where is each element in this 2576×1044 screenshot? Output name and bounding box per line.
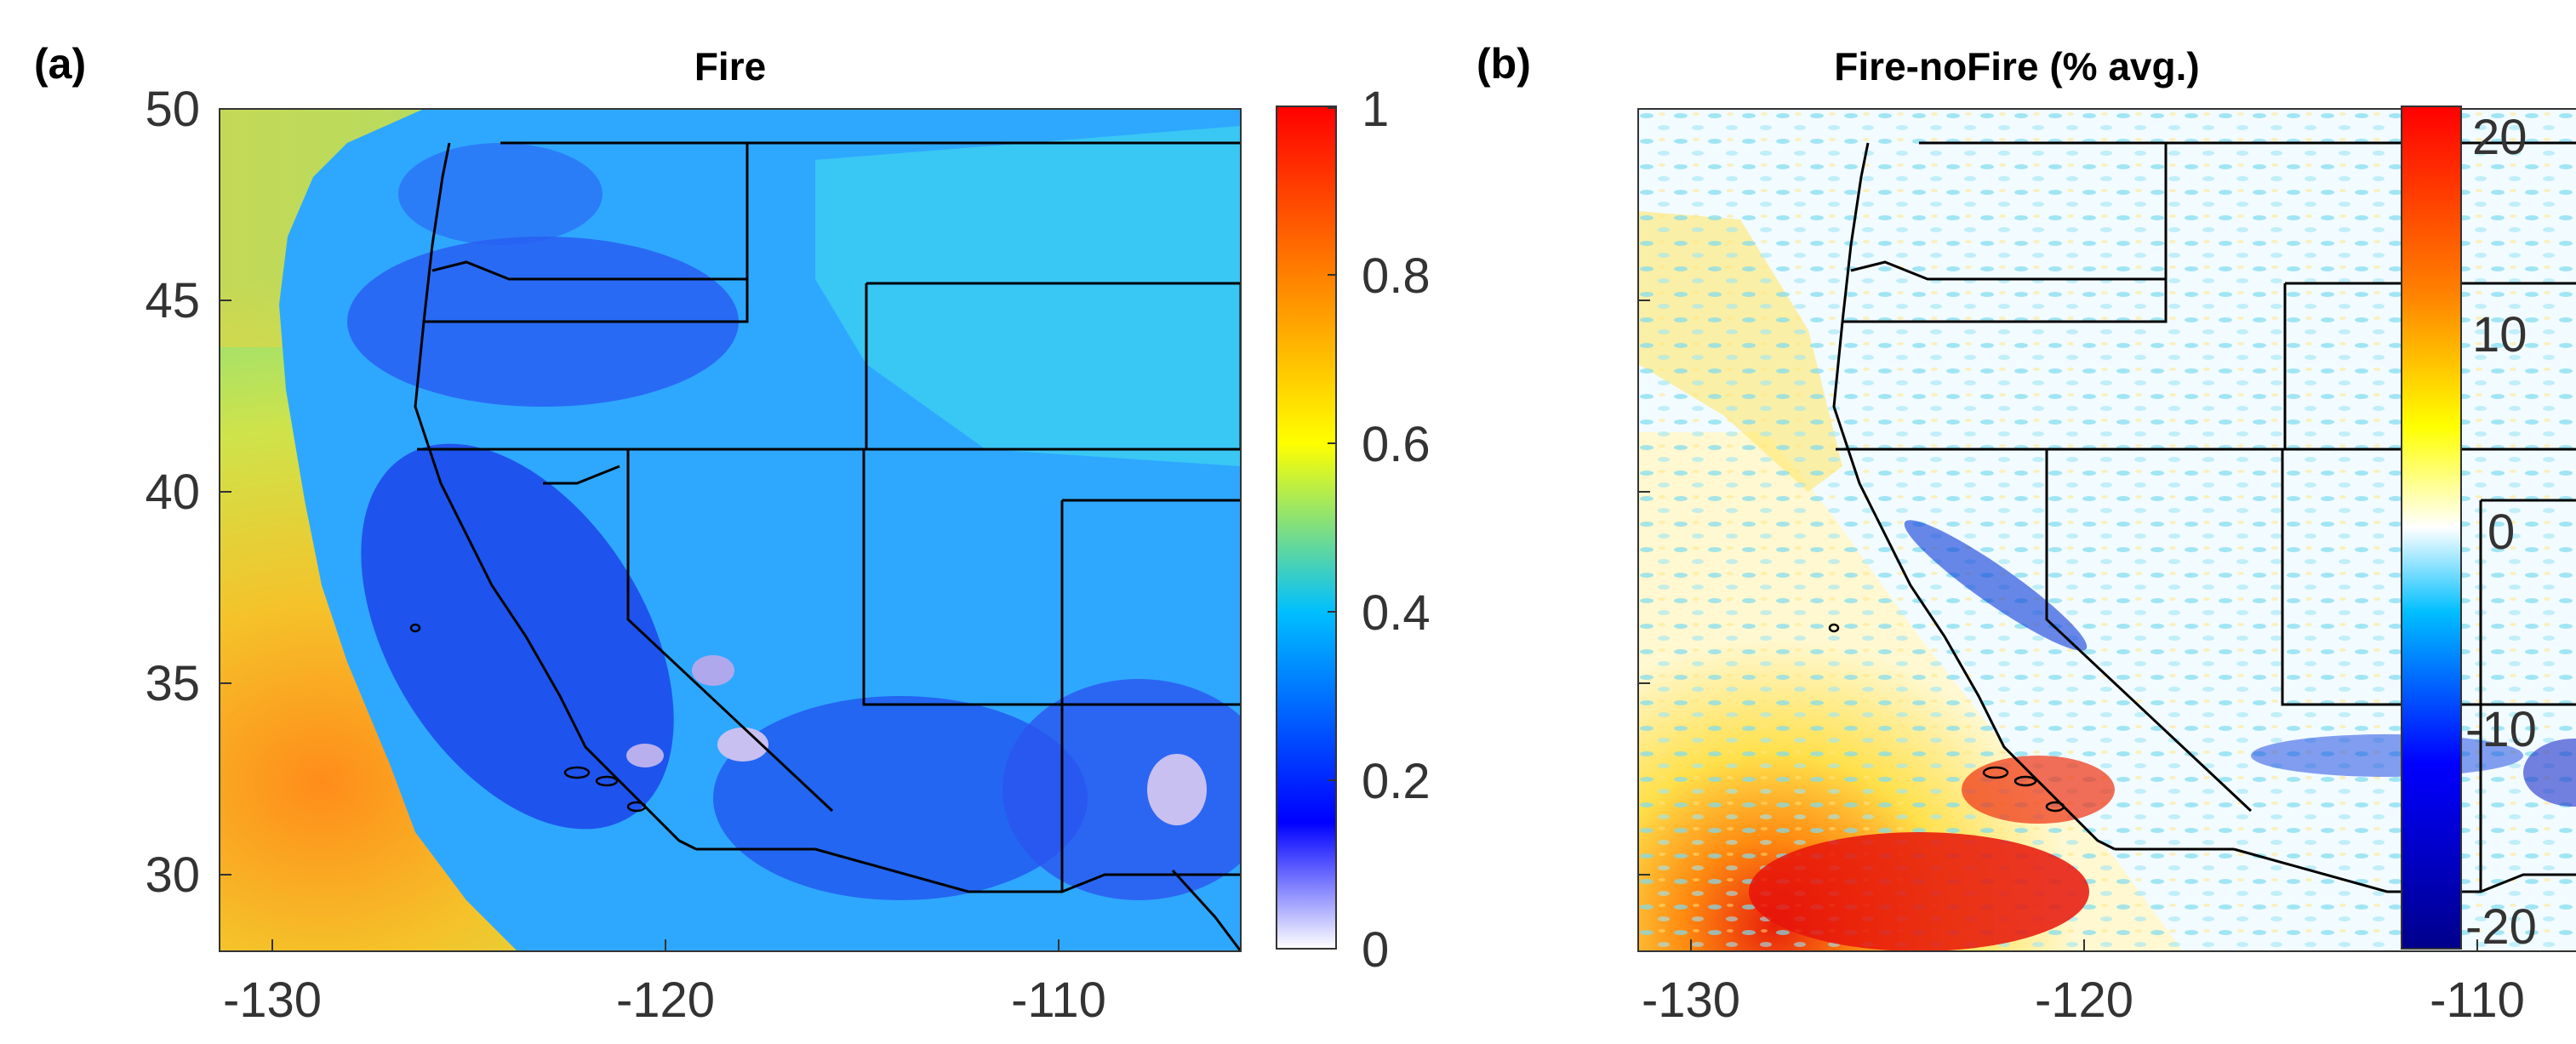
- x-tick-label: -120: [2035, 973, 2133, 1028]
- hot-spot-2-b: [1962, 756, 2115, 824]
- colorbar-tick-label: 0.6: [1362, 417, 1431, 472]
- panel-label-b: (b): [1476, 40, 1531, 88]
- panel-title-b: Fire-noFire (% avg.): [1834, 44, 2199, 88]
- map-frame-a: [219, 108, 1242, 952]
- colorbar-a: 1 0.8 0.6 0.4 0.2 0: [1276, 82, 1431, 978]
- min-spot-1-a: [1147, 754, 1207, 825]
- colorbar-b: [2401, 106, 2462, 950]
- x-tick-labels-a: -130 -120 -110: [223, 973, 1106, 1028]
- y-tick-label: 30: [145, 847, 200, 903]
- cold-spot-az-b: [2523, 739, 2576, 807]
- colorbar-tick-label: 0.2: [1362, 754, 1431, 809]
- panel-b: (b) Fire-noFire (% avg.): [1476, 40, 2576, 1028]
- y-tick-label: 45: [145, 273, 200, 328]
- state-borders-a: [414, 141, 1241, 951]
- x-tick-label: -110: [1011, 973, 1106, 1028]
- panel-label-a: (a): [34, 40, 86, 88]
- colorbar-tick-label: 0.4: [1362, 585, 1431, 641]
- colorbar-b-labels: 20 10 0 -10 -20: [2465, 0, 2574, 1040]
- panel-a: (a) Fire: [34, 40, 1431, 1028]
- low-region-nm-a: [1002, 679, 1241, 900]
- colorbar-tick-label: 0: [1362, 922, 1389, 978]
- low-region-ca-a: [361, 443, 674, 830]
- map-a: [219, 108, 1242, 952]
- y-tick-label: 50: [145, 82, 200, 137]
- colorbar-tick-label: 10: [2472, 307, 2527, 362]
- x-axis-b: [1690, 939, 2478, 951]
- colorbar-tick-label: 0: [2487, 505, 2516, 560]
- y-tick-label: 35: [145, 656, 200, 711]
- colorbar-tick-label: -10: [2465, 702, 2537, 757]
- islands-b: [1828, 623, 2065, 813]
- panel-title-a: Fire: [694, 44, 766, 88]
- y-axis-a: [220, 108, 231, 876]
- hot-spot-b: [1749, 832, 2089, 951]
- y-tick-labels-a: 50 45 40 35 30: [145, 82, 200, 903]
- min-spot-3-a: [692, 655, 734, 686]
- x-tick-label: -120: [616, 973, 715, 1028]
- land-cyan-a: [815, 126, 1241, 466]
- x-tick-labels-b: -130 -120 -110: [1642, 973, 2525, 1028]
- map-frame-b: [1637, 108, 2576, 952]
- low-region-wa-a: [398, 143, 603, 245]
- colorbar-tick-label: 20: [2472, 110, 2527, 165]
- y-axis-b: [1638, 108, 1650, 876]
- x-tick-label: -130: [1642, 973, 1740, 1028]
- y-tick-label: 40: [145, 465, 200, 520]
- colorbar-tick-label: -20: [2465, 899, 2537, 955]
- x-tick-label: -110: [2430, 973, 2525, 1028]
- x-axis-a: [271, 939, 1060, 951]
- colorbar-tick-label: 1: [1362, 82, 1389, 137]
- islands-a: [409, 623, 647, 813]
- min-spot-4-a: [626, 744, 664, 767]
- x-tick-label: -130: [223, 973, 322, 1028]
- cold-streak-1-b: [1904, 520, 2088, 651]
- colorbar-tick-label: 0.8: [1362, 248, 1431, 304]
- min-spot-2-a: [717, 727, 768, 762]
